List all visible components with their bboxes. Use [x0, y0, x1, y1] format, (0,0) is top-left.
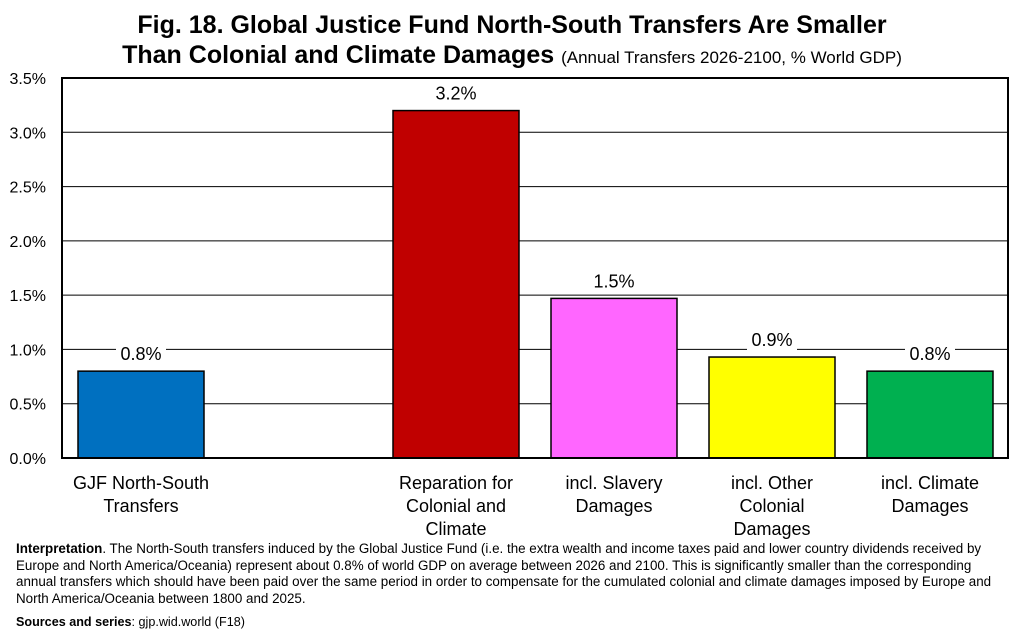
value-label-bg: [905, 343, 955, 366]
value-label-bg: [116, 343, 166, 366]
y-tick-label: 0.5%: [10, 397, 46, 414]
title-line-2: Than Colonial and Climate Damages (Annua…: [0, 40, 1024, 73]
category-label: incl. Slavery: [565, 473, 662, 493]
value-label-bg: [431, 82, 481, 105]
category-label: Colonial: [739, 496, 804, 516]
category-label: Damages: [733, 519, 810, 539]
category-label: Transfers: [103, 496, 178, 516]
category-label: incl. Climate: [881, 473, 979, 493]
bar: [77, 370, 205, 459]
interpretation-note: Interpretation. The North-South transfer…: [16, 541, 1011, 607]
y-tick-label: 2.5%: [10, 180, 46, 197]
bar: [392, 109, 520, 459]
bar: [708, 356, 836, 459]
y-tick-label: 3.0%: [10, 125, 46, 142]
title-line-1: Fig. 18. Global Justice Fund North-South…: [137, 11, 887, 39]
y-tick-label: 0.0%: [10, 451, 46, 468]
category-label: Damages: [575, 496, 652, 516]
y-tick-label: 3.5%: [10, 71, 46, 88]
y-tick-label: 1.5%: [10, 288, 46, 305]
value-label: 0.9%: [751, 330, 792, 350]
bar: [866, 370, 994, 459]
sources-line: Sources and series: gjp.wid.world (F18): [16, 615, 245, 629]
sources-label: Sources and series: [16, 615, 132, 629]
value-label: 1.5%: [593, 271, 634, 291]
category-label: Damages: [891, 496, 968, 516]
chart-subtitle: (Annual Transfers 2026-2100, % World GDP…: [561, 48, 902, 67]
y-tick-label: 2.0%: [10, 234, 46, 251]
category-label: GJF North-South: [73, 473, 209, 493]
y-tick-label: 1.0%: [10, 342, 46, 359]
interpretation-text: . The North-South transfers induced by t…: [16, 541, 992, 606]
title-line-2-text: Than Colonial and Climate Damages: [122, 41, 555, 69]
category-label: Colonial and: [406, 496, 506, 516]
sources-text: : gjp.wid.world (F18): [131, 615, 245, 629]
chart-title: Fig. 18. Global Justice Fund North-South…: [0, 10, 1024, 73]
interpretation-label: Interpretation: [16, 541, 103, 556]
bar: [550, 297, 678, 459]
value-label: 0.8%: [909, 344, 950, 364]
bar-chart: 0.0% 0.5% 1.0% 1.5% 2.0% 2.5% 3.0% 3.5% 0.8% GJF …: [10, 71, 1009, 539]
value-label-bg: [747, 329, 797, 352]
value-label: 3.2%: [435, 84, 476, 104]
category-label: Climate: [425, 519, 486, 539]
plot-frame: [61, 77, 1009, 459]
value-label-bg: [589, 270, 639, 293]
value-label: 0.8%: [120, 344, 161, 364]
category-label: incl. Other: [731, 473, 813, 493]
category-label: Reparation for: [399, 473, 513, 493]
